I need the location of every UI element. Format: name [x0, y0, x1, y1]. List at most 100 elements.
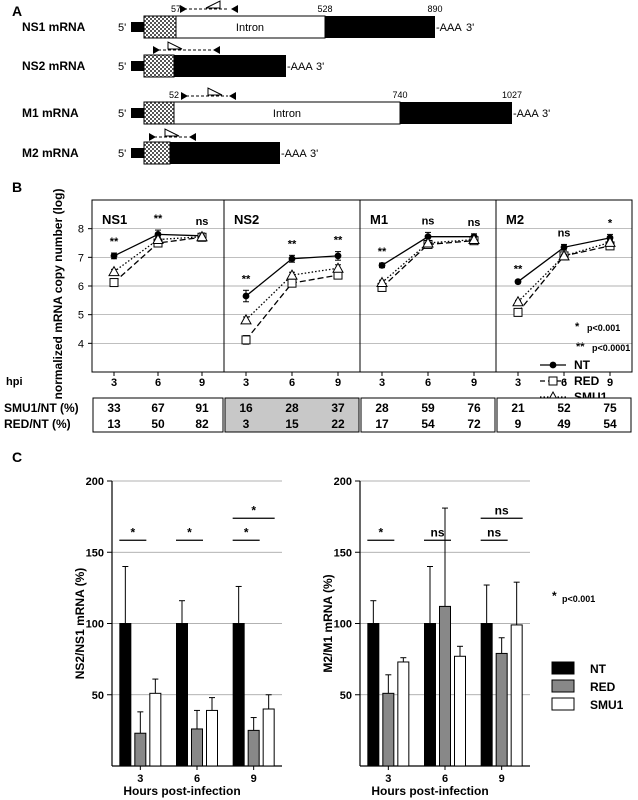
exon-black — [325, 16, 435, 38]
point-red — [109, 278, 119, 288]
bar-smu1 — [397, 661, 410, 767]
panel-c-letter: C — [12, 449, 22, 465]
primer-probe — [153, 41, 220, 54]
x-tick-label: 9 — [335, 377, 341, 389]
ratio-value: 50 — [151, 417, 165, 431]
polyA-label: -AAA — [281, 148, 307, 160]
ratio-value: 54 — [421, 417, 435, 431]
bar-nt — [424, 623, 436, 767]
x-tick-label: 6 — [561, 377, 567, 389]
x-tick-label: 3 — [515, 377, 521, 389]
cap-block — [131, 148, 144, 158]
bar-smu1 — [206, 709, 218, 767]
significance-label: ** — [242, 273, 251, 285]
ratio-value: 22 — [331, 417, 345, 431]
significance-label: ns — [468, 217, 481, 229]
five-prime-label: 5' — [118, 22, 126, 34]
y-tick-label: 100 — [334, 619, 352, 631]
legend-swatch-smu1 — [551, 697, 575, 711]
series-line-smu1 — [517, 241, 611, 303]
ratio-value: 67 — [151, 401, 165, 415]
marker-528: 528 — [317, 4, 332, 14]
exon-checker — [143, 54, 175, 78]
sig-bracket-label: * — [251, 503, 256, 517]
ratio-value: 37 — [331, 401, 345, 415]
ratio-value: 49 — [557, 417, 571, 431]
panel-b-letter: B — [12, 179, 22, 195]
construct-label: NS2 mRNA — [22, 59, 86, 73]
bar-nt — [367, 623, 380, 767]
significance-label: ** — [110, 236, 119, 248]
y-tick-label: 150 — [86, 547, 104, 559]
marker-890: 890 — [427, 4, 442, 14]
point-nt — [110, 252, 118, 260]
ratio-value: 76 — [467, 401, 481, 415]
bar-legend: NT RED SMU1 — [551, 661, 624, 712]
ratio-box — [92, 397, 224, 433]
legend-label-red: RED — [590, 680, 616, 694]
bar-nt — [176, 623, 188, 767]
x-tick-label: 6 — [194, 773, 200, 785]
x-tick-label: 6 — [155, 377, 161, 389]
three-prime-label: 3' — [310, 148, 318, 160]
point-smu1 — [376, 276, 388, 288]
x-tick-label: 9 — [607, 377, 613, 389]
bar-smu1 — [262, 708, 275, 767]
panel-a-letter: A — [12, 3, 22, 19]
y-tick-label: 200 — [334, 476, 352, 488]
x-axis-label-right: Hours post-infection — [371, 784, 488, 798]
five-prime-label: 5' — [118, 148, 126, 160]
point-smu1 — [332, 262, 344, 273]
line-panel-ns2: NS2 3 6 9 ** ** ** 16 28 37 3 15 22 — [223, 199, 361, 433]
ratio-value: 52 — [557, 401, 571, 415]
point-nt — [560, 243, 568, 251]
bar-nt — [480, 623, 493, 767]
y-tick-label: 8 — [78, 224, 84, 236]
sig-mark-1: * — [575, 321, 580, 333]
line-panel-m1: M1 3 6 9 ** ns ns 28 59 76 17 54 72 — [359, 199, 497, 433]
ratio-box — [360, 397, 496, 433]
ratio-value: 9 — [515, 417, 522, 431]
primer-probe — [180, 0, 238, 13]
marker-740: 740 — [392, 90, 407, 100]
exon-checker — [143, 101, 175, 125]
ratio-value: 17 — [375, 417, 389, 431]
legend-label-smu1: SMU1 — [590, 698, 624, 712]
point-smu1 — [152, 233, 164, 245]
y-tick-label: 150 — [334, 547, 352, 559]
sig-legend: * p<0.001 ** p<0.0001 — [575, 321, 630, 353]
sig-note-text: p<0.001 — [562, 594, 595, 604]
sig-mark-2: ** — [576, 341, 585, 353]
ratio-value: 33 — [107, 401, 121, 415]
bar-nt — [119, 623, 132, 767]
ratio-value: 82 — [195, 417, 209, 431]
sig-bracket-label: ns — [430, 525, 444, 539]
y-tick-label: 50 — [340, 690, 352, 702]
bar-red — [439, 605, 451, 767]
point-red — [513, 307, 523, 317]
point-nt — [242, 292, 250, 300]
exon-black — [174, 55, 286, 77]
significance-label: ** — [378, 246, 387, 258]
construct-label: M1 mRNA — [22, 106, 79, 120]
legend-swatch-red — [551, 679, 575, 693]
significance-label: ** — [334, 235, 343, 247]
y-axis-label: normalized mRNA copy number (log) — [51, 189, 65, 400]
sig-text-2: p<0.0001 — [592, 343, 630, 353]
bar-red — [247, 729, 260, 767]
exon-black — [400, 102, 512, 124]
x-tick-label: 9 — [471, 377, 477, 389]
ratio-value: 54 — [603, 417, 617, 431]
y-axis-label: M2/M1 mRNA (%) — [321, 574, 335, 672]
marker-1027: 1027 — [502, 90, 522, 100]
point-smu1 — [468, 233, 480, 245]
line-legend: NT RED SMU1 — [540, 358, 608, 404]
significance-label: ns — [196, 216, 209, 228]
ratio-value: 15 — [285, 417, 299, 431]
line-panel-m2: M2 3 6 9 ** ns * 21 52 75 9 49 54 — [495, 199, 633, 433]
construct-ns2: NS2 mRNA 5' -AAA 3' — [22, 41, 324, 78]
series-line-red — [381, 240, 475, 288]
point-nt — [378, 261, 386, 269]
